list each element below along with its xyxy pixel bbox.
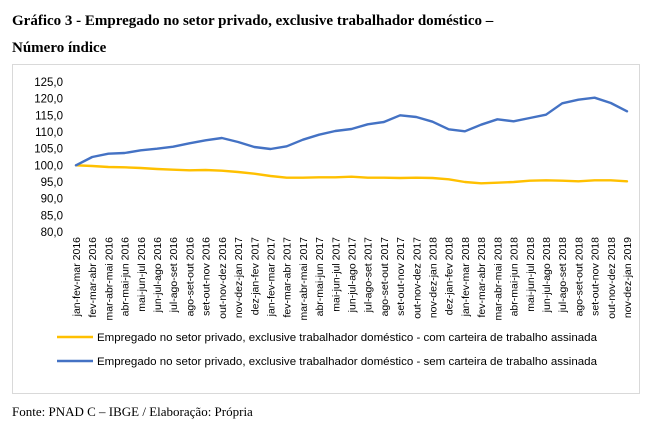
x-tick-label: nov-dez-jan 2019: [622, 237, 634, 318]
x-tick-label: mar-abr-mai 2016: [103, 237, 115, 321]
x-tick-label: jul-ago-set 2016: [168, 237, 180, 313]
y-tick-label: 115,0: [35, 110, 63, 122]
x-tick-label: nov-dez-jan 2017: [233, 237, 245, 318]
legend-label-2: Empregado no setor privado, exclusive tr…: [97, 356, 598, 368]
x-tick-label: mai-jun-jul 2016: [136, 237, 148, 312]
series-line-2: [74, 96, 629, 167]
x-tick-label: jun-jul-ago 2016: [152, 237, 164, 313]
y-tick-label: 120,0: [34, 94, 63, 106]
x-tick-label: fev-mar-abr 2018: [476, 237, 488, 318]
chart-area: 80,0 85,0 90,0 95,0 100,0 105,0 110,0 115,0 120,…: [12, 64, 640, 394]
y-tick-label: 100,0: [34, 160, 63, 172]
x-tick-label: dez-jan-fev 2017: [249, 237, 261, 315]
x-tick-label: mar-abr-mai 2018: [492, 237, 504, 321]
y-tick-label: 105,0: [34, 144, 63, 156]
x-tick-label: mar-abr-mai 2017: [298, 237, 310, 321]
x-tick-label: jun-jul-ago 2017: [347, 237, 359, 313]
legend-label-1: Empregado no setor privado, exclusive tr…: [97, 332, 598, 344]
x-tick-label: jan-fev-mar 2016: [71, 237, 83, 318]
x-tick-label: abr-mai-jun 2017: [314, 237, 326, 317]
x-tick-label: mai-jun-jul 2017: [330, 237, 342, 312]
source-note: Fonte: PNAD C – IBGE / Elaboração: Própr…: [12, 404, 253, 419]
title-line-1: Gráfico 3 - Empregado no setor privado, …: [12, 13, 494, 29]
x-tick-label: out-nov-dez 2018: [606, 237, 618, 319]
x-tick-label: fev-mar-abr 2016: [87, 237, 99, 318]
x-tick-label: abr-mai-jun 2018: [509, 237, 521, 317]
line-chart: 80,0 85,0 90,0 95,0 100,0 105,0 110,0 115,0 120,…: [34, 77, 634, 368]
x-tick-label: jul-ago-set 2018: [557, 237, 569, 313]
x-tick-label: nov-dez-jan 2018: [428, 237, 440, 318]
y-tick-label: 95,0: [41, 177, 63, 189]
title-line-2: Número índice: [12, 40, 107, 56]
y-tick-label: 90,0: [41, 194, 63, 206]
x-tick-label: out-nov-dez 2016: [217, 237, 229, 319]
y-tick-label: 85,0: [41, 210, 63, 222]
x-tick-label: abr-mai-jun 2016: [120, 237, 132, 317]
x-tick-label: ago-set-out 2018: [573, 237, 585, 317]
x-tick-label: set-out-nov 2018: [590, 237, 602, 316]
x-tick-label: jan-fev-mar 2018: [460, 237, 472, 318]
x-tick-label: set-out-nov 2016: [201, 237, 213, 316]
y-tick-label: 110,0: [35, 127, 63, 139]
x-tick-label: set-out-nov 2017: [395, 237, 407, 316]
x-tick-label: ago-set-out 2016: [184, 237, 196, 317]
x-tick-label: mai-jun-jul 2018: [525, 237, 537, 312]
x-tick-label: dez-jan-fev 2018: [444, 237, 456, 315]
y-tick-label: 80,0: [41, 227, 63, 239]
y-tick-label: 125,0: [34, 77, 63, 89]
x-tick-label: out-nov-dez 2017: [411, 237, 423, 319]
x-tick-label: jul-ago-set 2017: [363, 237, 375, 313]
x-tick-label: fev-mar-abr 2017: [282, 237, 294, 318]
series-line-1: [74, 164, 629, 185]
x-tick-label: jun-jul-ago 2018: [541, 237, 553, 313]
x-tick-label: ago-set-out 2017: [379, 237, 391, 317]
chart-title: Gráfico 3 - Empregado no setor privado, …: [12, 8, 652, 62]
x-tick-label: jan-fev-mar 2017: [265, 237, 277, 318]
